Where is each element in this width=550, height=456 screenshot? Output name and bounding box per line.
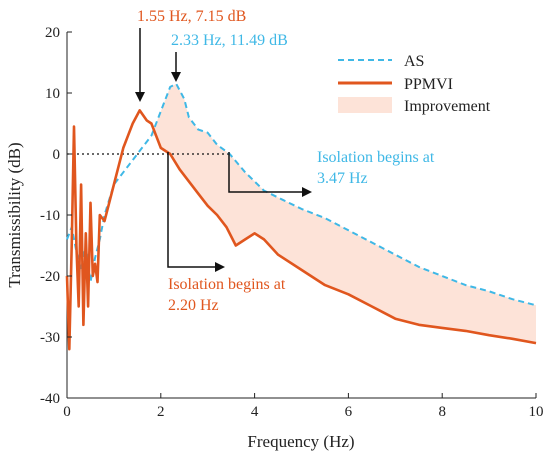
- legend: AS PPMVI Improvement: [338, 53, 491, 115]
- arrow-as-isolation: [228, 152, 312, 197]
- legend-label-as: AS: [404, 53, 424, 70]
- series-layer: [65, 82, 537, 351]
- improvement-band-layer: [139, 83, 536, 344]
- x-tick-label: 4: [251, 404, 259, 420]
- series-line-as: [66, 82, 537, 307]
- x-tick-label: 2: [157, 404, 165, 420]
- y-tick-label: -40: [40, 391, 60, 407]
- y-tick-label: 20: [45, 25, 60, 41]
- legend-label-ppmvi: PPMVI: [404, 76, 453, 93]
- y-tick-label: -10: [40, 208, 60, 224]
- annotation-as-isolation-line2: 3.47 Hz: [317, 170, 368, 187]
- annotation-ppmvi-isolation-line1: Isolation begins at: [168, 276, 286, 293]
- arrow-ppmvi-isolation: [167, 152, 225, 272]
- legend-swatch-improvement: [338, 97, 392, 113]
- annotations: 1.55 Hz, 7.15 dB 2.33 Hz, 11.49 dB Isola…: [137, 8, 435, 314]
- annotation-arrows: [135, 28, 312, 272]
- y-tick-label: -30: [40, 330, 60, 346]
- annotation-as-peak: 2.33 Hz, 11.49 dB: [171, 32, 288, 49]
- x-axis-label: Frequency (Hz): [247, 432, 354, 451]
- x-tick-label: 6: [345, 404, 353, 420]
- annotation-ppmvi-isolation-line2: 2.20 Hz: [168, 297, 219, 314]
- y-axis-label: Transmissibility (dB): [5, 142, 24, 287]
- annotation-ppmvi-peak: 1.55 Hz, 7.15 dB: [137, 8, 246, 25]
- tick-layer: 0 2 4 6 8 10 20 10 0 -10 -20 -30 -40: [40, 25, 544, 420]
- y-tick-label: 0: [53, 147, 61, 163]
- annotation-as-isolation-line1: Isolation begins at: [317, 149, 435, 166]
- x-tick-label: 10: [529, 404, 544, 420]
- y-tick-label: -20: [40, 269, 60, 285]
- series-line-ppmvi: [65, 109, 537, 351]
- y-tick-label: 10: [45, 86, 60, 102]
- x-tick-label: 8: [438, 404, 446, 420]
- x-tick-label: 0: [63, 404, 71, 420]
- legend-label-improvement: Improvement: [404, 98, 491, 115]
- improvement-band: [139, 83, 536, 344]
